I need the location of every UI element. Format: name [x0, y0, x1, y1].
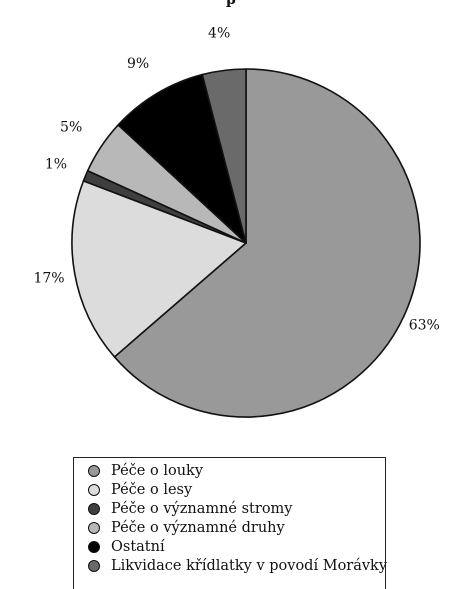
pie-value-labels: 63% 17% 1% 5% 9% 4%: [33, 26, 439, 334]
legend-label: Ostatní: [111, 538, 165, 555]
slice-value-label: 4%: [208, 26, 230, 42]
slice-value-label: 17%: [33, 271, 64, 287]
legend-label: Péče o lesy: [111, 481, 193, 498]
chart-title-fragment: p: [226, 0, 236, 8]
legend-item: Ostatní: [88, 537, 385, 556]
legend-marker-icon: [88, 521, 100, 534]
legend-item: Péče o lesy: [88, 480, 385, 499]
legend-item: Péče o významné stromy: [88, 499, 385, 518]
slice-value-label: 5%: [60, 120, 82, 136]
legend-marker-icon: [88, 502, 100, 515]
pie-chart: p 63% 17% 1% 5% 9% 4%: [33, 0, 440, 418]
pie-slices: [71, 68, 421, 418]
legend-item: Péče o louky: [88, 461, 385, 480]
legend-label: Likvidace křídlatky v povodí Morávky: [111, 557, 388, 574]
legend-marker-icon: [88, 540, 100, 553]
legend: Péče o louky Péče o lesy Péče o významné s…: [73, 457, 388, 589]
legend-label: Péče o louky: [111, 462, 204, 479]
legend-item: Péče o významné druhy: [88, 518, 385, 537]
slice-value-label: 63%: [409, 317, 440, 333]
legend-marker-icon: [88, 464, 100, 477]
slice-value-label: 9%: [127, 56, 149, 72]
legend-marker-icon: [88, 483, 100, 496]
pie-slice-2: [71, 180, 247, 358]
legend-label: Péče o významné stromy: [111, 500, 293, 517]
legend-item: Likvidace křídlatky v povodí Morávky: [88, 556, 388, 575]
slice-value-label: 1%: [45, 156, 67, 172]
pie-slice-5: [117, 73, 247, 244]
legend-marker-icon: [88, 559, 100, 572]
pie-slice-1: [113, 68, 421, 418]
pie-slice-6: [201, 68, 247, 244]
legend-label: Péče o významné druhy: [111, 519, 285, 536]
